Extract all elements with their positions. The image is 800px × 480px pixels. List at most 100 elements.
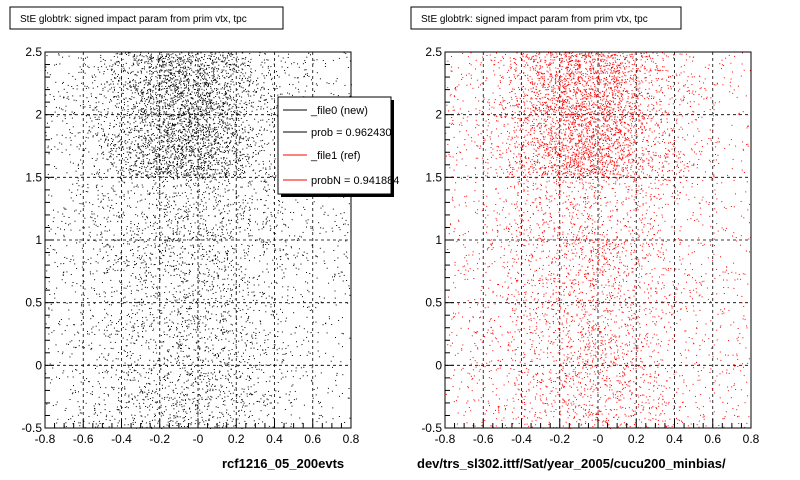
left-point xyxy=(157,94,159,95)
left-point xyxy=(167,272,169,274)
left-point xyxy=(208,103,210,105)
left-point xyxy=(270,402,272,404)
left-point xyxy=(349,262,351,264)
left-point xyxy=(224,172,226,174)
left-point xyxy=(188,137,190,138)
left-point xyxy=(119,125,120,127)
left-point xyxy=(227,378,229,380)
left-point xyxy=(64,256,66,258)
left-point xyxy=(164,208,166,210)
left-point xyxy=(160,208,162,210)
left-point xyxy=(150,176,152,178)
left-point xyxy=(179,65,181,67)
left-point xyxy=(171,140,173,142)
left-point xyxy=(213,160,215,162)
left-point xyxy=(147,178,149,179)
left-point xyxy=(308,75,310,77)
left-point xyxy=(264,77,266,79)
left-point xyxy=(173,392,175,394)
left-point xyxy=(116,170,118,172)
left-point xyxy=(112,268,114,270)
left-point xyxy=(167,130,168,131)
left-point xyxy=(226,85,227,87)
left-point xyxy=(200,243,202,245)
left-point xyxy=(169,134,171,136)
left-point xyxy=(215,62,217,64)
left-point xyxy=(228,234,230,236)
left-point xyxy=(100,412,102,414)
left-point xyxy=(180,95,182,97)
left-point xyxy=(224,83,226,85)
left-point xyxy=(163,216,165,218)
left-point xyxy=(177,416,179,418)
left-point xyxy=(239,332,241,334)
left-point xyxy=(83,149,85,151)
left-point xyxy=(218,201,219,203)
left-point xyxy=(143,137,145,139)
left-point xyxy=(132,313,134,314)
left-point xyxy=(180,131,182,133)
left-point xyxy=(211,71,213,73)
left-point xyxy=(214,354,216,355)
left-point xyxy=(192,162,194,164)
left-point xyxy=(267,102,269,103)
left-point xyxy=(276,88,278,89)
left-point xyxy=(55,344,57,346)
left-point xyxy=(145,316,147,318)
left-point xyxy=(134,105,136,107)
left-point xyxy=(223,134,225,136)
left-point xyxy=(256,136,258,138)
left-point xyxy=(180,264,182,266)
left-point xyxy=(144,286,146,288)
left-point xyxy=(192,98,194,100)
left-point xyxy=(119,282,121,284)
left-point xyxy=(134,421,136,423)
left-point xyxy=(146,77,147,79)
left-point xyxy=(81,294,83,296)
left-point xyxy=(145,406,147,407)
left-point xyxy=(135,82,137,84)
left-point xyxy=(233,425,235,427)
left-point xyxy=(174,134,176,136)
left-point xyxy=(207,101,209,102)
left-point xyxy=(223,102,224,104)
left-point xyxy=(189,423,191,425)
left-point xyxy=(127,190,129,192)
left-point xyxy=(263,240,265,242)
left-point xyxy=(187,143,189,145)
left-point xyxy=(72,162,74,164)
left-point xyxy=(65,426,67,428)
left-point xyxy=(116,61,118,63)
left-point xyxy=(77,165,79,167)
left-point xyxy=(150,295,152,297)
left-point xyxy=(200,86,202,88)
left-point xyxy=(91,287,93,289)
left-point xyxy=(200,168,202,170)
left-point xyxy=(180,345,182,346)
left-point xyxy=(159,304,161,306)
left-point xyxy=(269,332,271,334)
left-point xyxy=(47,145,49,147)
left-point xyxy=(151,73,153,75)
left-point xyxy=(109,168,111,170)
left-point xyxy=(112,185,114,187)
left-point xyxy=(184,217,186,218)
left-point xyxy=(195,70,197,72)
left-point xyxy=(222,426,224,428)
left-point xyxy=(150,55,152,57)
left-point xyxy=(113,56,115,57)
left-point xyxy=(165,65,167,67)
left-point xyxy=(253,140,255,142)
left-point xyxy=(123,98,125,100)
left-point xyxy=(240,118,242,119)
left-point xyxy=(103,121,105,122)
left-point xyxy=(173,146,175,148)
left-point xyxy=(105,292,106,294)
left-point xyxy=(171,119,173,121)
left-point xyxy=(174,124,176,126)
left-point xyxy=(229,183,231,184)
left-point xyxy=(178,237,180,239)
left-point xyxy=(180,60,182,62)
left-point xyxy=(205,220,207,222)
left-point xyxy=(219,106,221,108)
